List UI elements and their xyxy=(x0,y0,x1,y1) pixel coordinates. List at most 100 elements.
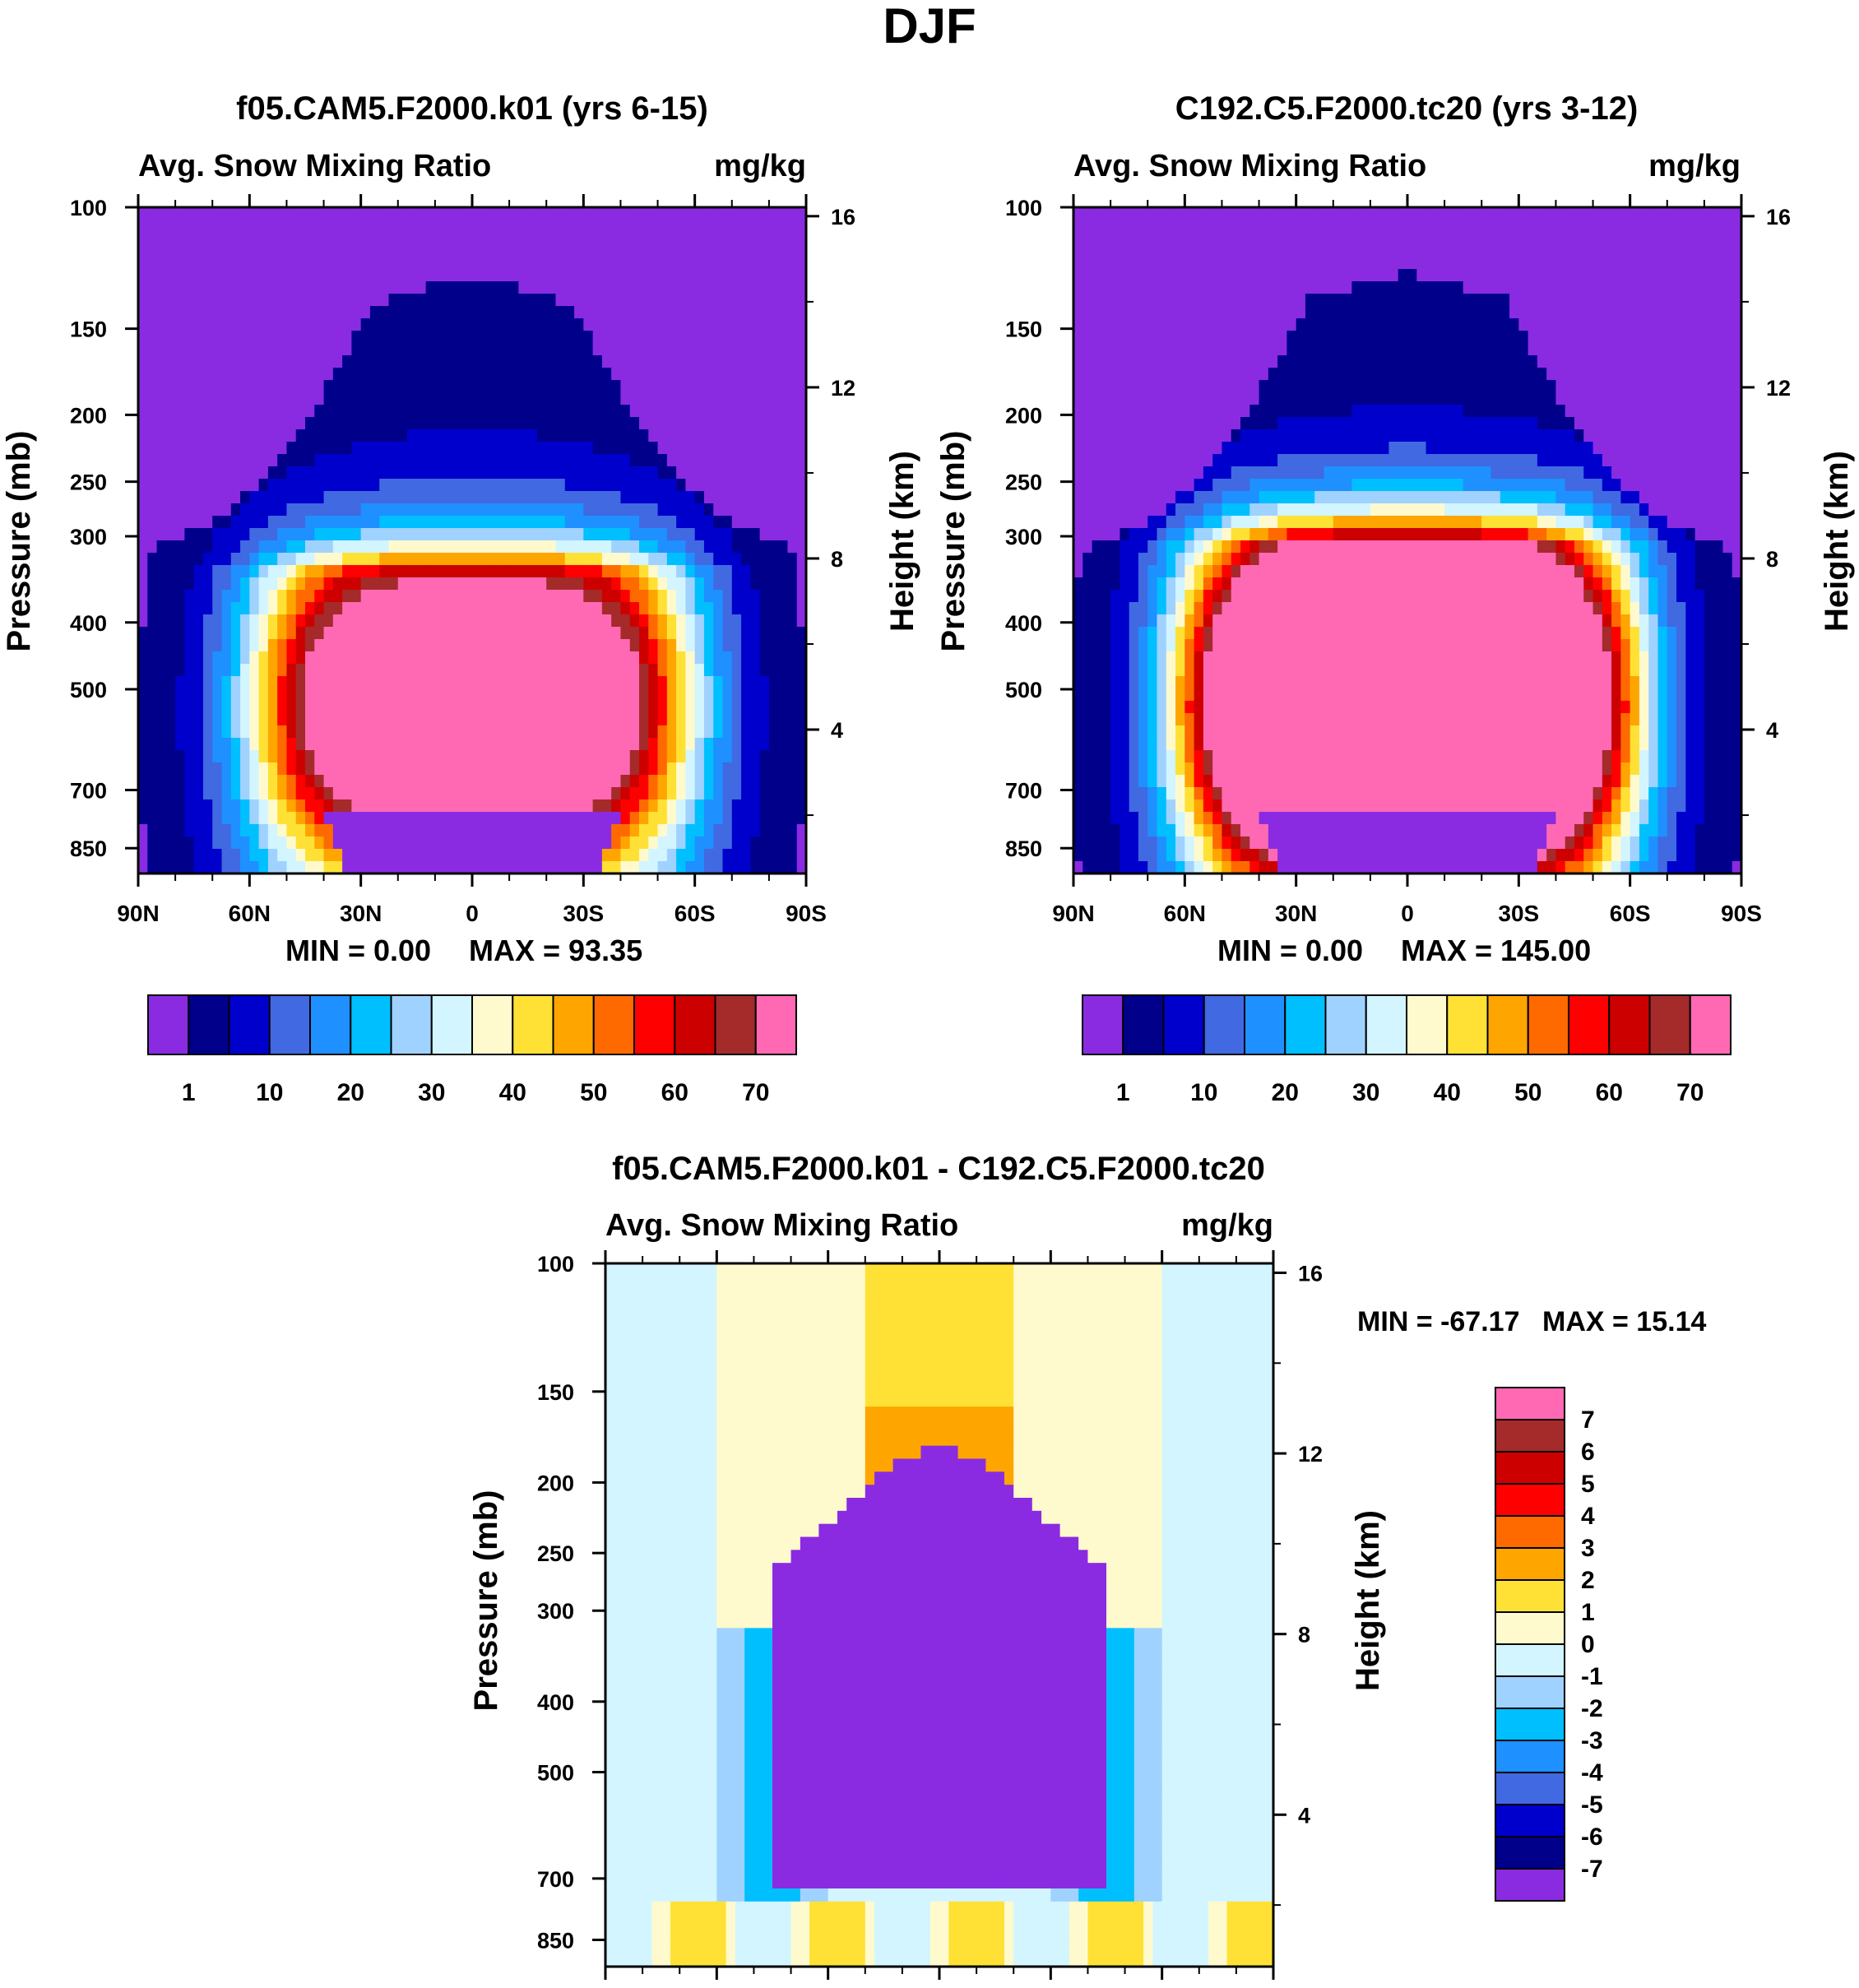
contour-cell xyxy=(295,232,306,245)
contour-cell xyxy=(369,762,380,776)
contour-cell xyxy=(1500,232,1510,245)
contour-cell xyxy=(258,750,269,763)
contour-cell xyxy=(694,479,705,492)
contour-cell xyxy=(1138,269,1148,282)
contour-cell xyxy=(583,294,594,307)
contour-cell xyxy=(546,516,557,529)
contour-cell xyxy=(193,442,204,455)
contour-cell xyxy=(518,466,529,480)
contour-cell xyxy=(527,454,538,467)
contour-cell xyxy=(1639,306,1649,319)
contour-cell xyxy=(731,553,742,566)
contour-cell xyxy=(277,738,288,751)
contour-cell xyxy=(1175,318,1185,331)
contour-cell xyxy=(407,380,417,393)
contour-cell xyxy=(360,750,371,763)
contour-cell xyxy=(295,590,306,603)
contour-cell xyxy=(676,664,686,677)
contour-cell xyxy=(685,343,696,356)
contour-cell xyxy=(1416,281,1427,294)
contour-cell xyxy=(1713,318,1724,331)
contour-cell xyxy=(342,207,352,220)
contour-cell xyxy=(694,503,705,517)
contour-cell xyxy=(1490,220,1501,233)
contour-cell xyxy=(1426,220,1436,233)
contour-cell xyxy=(731,614,742,628)
contour-cell xyxy=(1222,220,1232,233)
contour-cell xyxy=(323,651,334,665)
contour-cell xyxy=(499,540,510,554)
contour-cell xyxy=(138,516,148,529)
contour-cell xyxy=(379,762,390,776)
contour-cell xyxy=(1259,244,1269,257)
contour-cell xyxy=(750,787,761,800)
contour-cell xyxy=(583,565,594,578)
contour-cell xyxy=(1203,294,1213,307)
contour-cell xyxy=(657,503,668,517)
contour-cell xyxy=(583,232,594,245)
contour-cell xyxy=(750,380,761,393)
contour-cell xyxy=(286,725,297,739)
contour-cell xyxy=(741,651,751,665)
contour-cell xyxy=(1342,269,1352,282)
contour-cell xyxy=(741,331,751,344)
contour-cell xyxy=(1528,244,1538,257)
contour-cell xyxy=(1676,207,1686,220)
contour-cell xyxy=(759,417,770,430)
contour-cell xyxy=(314,836,325,850)
contour-cell xyxy=(1398,355,1408,368)
contour-cell xyxy=(184,257,195,270)
contour-cell xyxy=(230,540,241,554)
contour-cell xyxy=(592,713,603,726)
contour-cell xyxy=(147,442,158,455)
contour-cell xyxy=(620,602,631,615)
contour-cell xyxy=(676,688,686,702)
contour-cell xyxy=(462,812,473,825)
contour-cell xyxy=(453,442,464,455)
contour-cell xyxy=(1388,257,1399,270)
contour-cell xyxy=(481,454,492,467)
contour-cell xyxy=(249,257,260,270)
contour-cell xyxy=(759,331,770,344)
contour-cell xyxy=(397,787,408,800)
contour-cell xyxy=(1361,207,1371,220)
contour-cell xyxy=(536,787,547,800)
contour-cell xyxy=(722,392,733,405)
contour-cell xyxy=(369,590,380,603)
contour-cell xyxy=(193,429,204,443)
contour-cell xyxy=(694,343,705,356)
contour-cell xyxy=(1110,244,1120,257)
contour-cell xyxy=(741,244,751,257)
contour-cell xyxy=(369,405,380,418)
contour-cell xyxy=(796,639,807,652)
contour-cell xyxy=(527,676,538,689)
contour-cell xyxy=(388,405,399,418)
contour-cell xyxy=(536,762,547,776)
panel-1-axes: 90N 60N 30N 0 30S 60S 90S100150200250300400500… xyxy=(70,194,855,926)
contour-cell xyxy=(778,281,789,294)
contour-cell xyxy=(332,787,343,800)
contour-cell xyxy=(1620,306,1631,319)
contour-cell xyxy=(1240,207,1250,220)
contour-cell xyxy=(629,836,640,850)
contour-cell xyxy=(759,639,770,652)
contour-cell xyxy=(1583,207,1594,220)
contour-cell xyxy=(527,762,538,776)
contour-cell xyxy=(481,602,492,615)
contour-cell xyxy=(397,713,408,726)
contour-cell xyxy=(741,861,751,874)
contour-cell xyxy=(305,775,315,788)
contour-cell xyxy=(555,220,566,233)
contour-cell xyxy=(1444,281,1454,294)
contour-cell xyxy=(351,331,362,344)
contour-cell xyxy=(1314,207,1325,220)
contour-cell xyxy=(583,590,594,603)
contour-cell xyxy=(564,343,575,356)
contour-cell xyxy=(193,454,204,467)
contour-cell xyxy=(490,824,501,837)
contour-cell xyxy=(1324,220,1334,233)
contour-cell xyxy=(1129,207,1139,220)
contour-cell xyxy=(286,355,297,368)
contour-cell xyxy=(536,627,547,640)
contour-cell xyxy=(722,380,733,393)
